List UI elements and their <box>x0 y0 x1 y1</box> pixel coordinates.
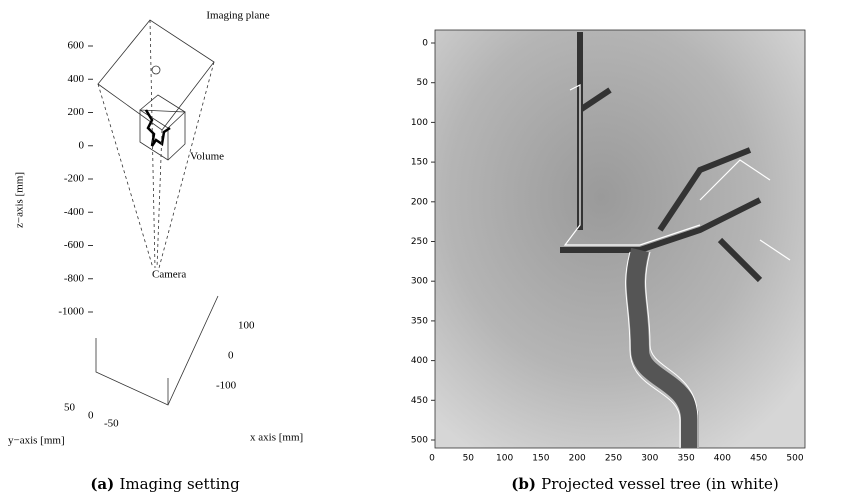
x-tick-label: 500 <box>786 454 803 464</box>
z-tick-label: -800 <box>64 272 85 284</box>
y-axis-label: y−axis [mm] <box>8 435 65 447</box>
x-tick-label: 450 <box>750 454 767 464</box>
x-tick-label: 100 <box>496 454 513 464</box>
y-tick-label: 50 <box>417 78 429 88</box>
caption-text: Imaging setting <box>119 475 240 493</box>
annotation: Volume <box>190 151 224 163</box>
angiogram-image <box>435 30 805 448</box>
z-tick-label: 600 <box>68 40 85 52</box>
page: Imaging plane 600 400 200 0 -200 -400 -600 -800 -… <box>0 0 861 504</box>
y-tick-label: -50 <box>104 418 119 430</box>
x-tick-label: 350 <box>678 454 695 464</box>
z-tick-label: 0 <box>79 139 85 151</box>
z-tick-label: 200 <box>68 106 85 118</box>
x-tick-label: 0 <box>429 454 435 464</box>
y-tick-label: 0 <box>422 39 428 49</box>
y-tick-label: 400 <box>411 356 428 366</box>
caption: (b) Projected vessel tree (in white) <box>511 475 778 493</box>
x-tick-label: 200 <box>569 454 586 464</box>
y-tick-label: 350 <box>411 316 428 326</box>
x-tick-label: 0 <box>228 350 234 362</box>
y-tick-label: 300 <box>411 277 428 287</box>
x-tick-label: 250 <box>605 454 622 464</box>
z-tick-label: -600 <box>64 239 85 251</box>
z-tick-label: -400 <box>64 206 85 218</box>
panel-title: Imaging plane <box>206 10 269 22</box>
x-tick-label: 400 <box>714 454 731 464</box>
y-tick-label: 100 <box>411 118 428 128</box>
scene-wireframe <box>96 20 218 405</box>
x-tick-label: 100 <box>238 320 255 332</box>
z-tick-label: -1000 <box>58 306 84 318</box>
y-tick-label: 250 <box>411 237 428 247</box>
y-tick-label: 500 <box>411 436 428 446</box>
y-tick-label: 200 <box>411 197 428 207</box>
annotation: Camera <box>152 269 186 281</box>
y-tick-label: 0 <box>88 410 94 422</box>
y-tick-label: 150 <box>411 158 428 168</box>
x-tick-label: 150 <box>532 454 549 464</box>
z-tick-label: 400 <box>68 73 85 85</box>
z-tick-label: -200 <box>64 173 85 185</box>
x-axis-label: x axis [mm] <box>250 432 303 444</box>
x-tick-label: -100 <box>216 380 237 392</box>
y-tick-label: 450 <box>411 396 428 406</box>
z-axis-label: z−axis [mm] <box>14 172 26 228</box>
y-tick-label: 50 <box>64 402 76 414</box>
caption-text: Projected vessel tree (in white) <box>541 475 779 493</box>
x-tick-label: 50 <box>463 454 475 464</box>
caption-tag: (a) <box>90 475 119 493</box>
figure: Imaging plane 600 400 200 0 -200 -400 -600 -800 -… <box>0 0 861 499</box>
x-tick-label: 300 <box>641 454 658 464</box>
caption-tag: (b) <box>511 475 541 493</box>
caption: (a) Imaging setting <box>90 475 240 493</box>
